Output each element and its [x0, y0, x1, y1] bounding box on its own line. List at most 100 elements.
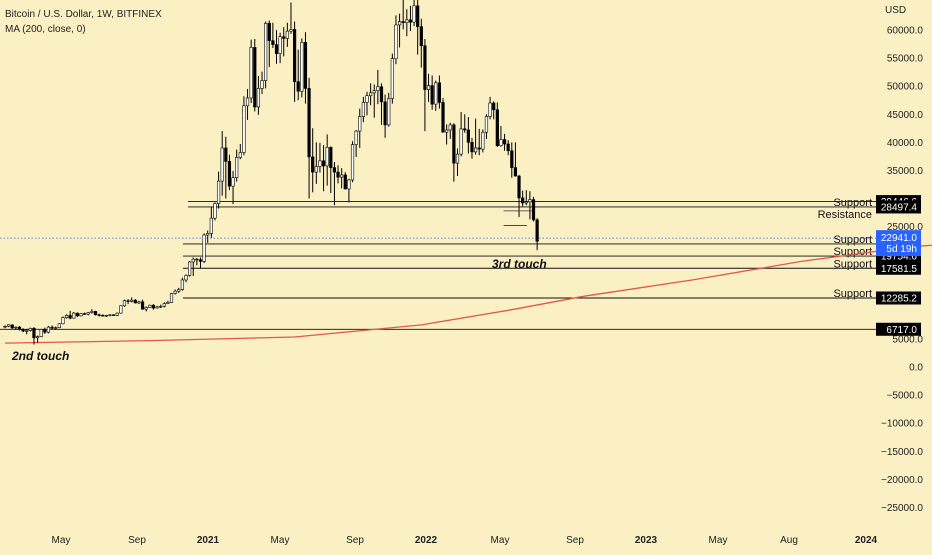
candle-body — [112, 314, 116, 316]
y-tick-label: 60000.0 — [887, 26, 924, 37]
candle-body — [448, 124, 452, 131]
y-tick-label: 55000.0 — [887, 54, 924, 65]
candle-body — [238, 152, 242, 158]
candle-body — [155, 306, 159, 309]
last-price-tag: 22941.05d 19h — [876, 230, 921, 257]
candle-body — [50, 326, 54, 329]
x-tick-label: Sep — [128, 535, 146, 546]
candle-body — [274, 44, 279, 54]
candle-body — [46, 326, 51, 333]
candle-body — [445, 129, 449, 133]
candle-body — [90, 311, 94, 313]
candle-body — [14, 326, 18, 329]
candle-body — [430, 85, 434, 105]
candle-body — [115, 312, 119, 316]
candle-body — [535, 219, 539, 242]
candle-body — [408, 19, 413, 23]
candle-body — [97, 314, 101, 316]
price-tag-6717.0: 6717.0 — [876, 322, 921, 336]
drawn-box — [503, 210, 533, 226]
x-tick-label: 2023 — [635, 535, 658, 546]
y-tick-label: 45000.0 — [887, 110, 924, 121]
candle-body — [521, 197, 525, 204]
candle-body — [379, 86, 384, 103]
x-tick-label: May — [52, 535, 71, 546]
x-tick-label: 2024 — [855, 535, 878, 546]
candle-body — [86, 312, 90, 315]
candle-body — [72, 312, 76, 319]
level-label: Support — [833, 288, 872, 300]
candle-body — [488, 102, 492, 117]
candle-body — [21, 329, 25, 332]
candle-body — [68, 315, 72, 319]
candle-body — [387, 98, 391, 126]
candle-body — [198, 259, 203, 262]
indicator-label: MA (200, close, 0) — [5, 24, 86, 35]
candle-body — [314, 166, 318, 173]
resistance-label: Resistance — [818, 209, 872, 221]
candle-body — [227, 161, 232, 187]
candle-body — [104, 315, 108, 317]
candle-body — [148, 304, 152, 308]
candle-body — [383, 101, 387, 126]
candle-body — [300, 42, 304, 92]
candle-body — [463, 128, 467, 131]
candle-body — [137, 301, 141, 304]
candle-body — [531, 199, 536, 221]
candle-body — [79, 313, 83, 317]
candle-body — [477, 147, 481, 150]
candle-body — [285, 30, 289, 39]
candle-body — [162, 303, 166, 307]
x-tick-label: Aug — [780, 535, 798, 546]
price-tag-box — [876, 261, 921, 275]
candle-body — [354, 130, 358, 145]
candle-body — [10, 324, 14, 329]
candle-body — [473, 147, 478, 153]
y-tick-label: 0.0 — [909, 363, 923, 374]
candle-body — [35, 336, 40, 339]
candle-body — [3, 325, 7, 328]
candle-body — [372, 90, 376, 94]
candle-body — [191, 258, 195, 263]
candle-body — [130, 299, 134, 302]
y-tick-label: −5000.0 — [887, 391, 924, 402]
candle-body — [278, 36, 282, 54]
candle-body — [43, 329, 47, 333]
candle-body — [528, 199, 532, 203]
candle-body — [83, 313, 87, 315]
candle-body — [470, 142, 474, 153]
candle-body — [101, 315, 105, 317]
candle-body — [459, 128, 463, 155]
y-tick-label: 40000.0 — [887, 138, 924, 149]
candle-body — [64, 315, 69, 318]
candle-body — [57, 323, 61, 328]
candle-body — [7, 324, 11, 327]
y-tick-label: 50000.0 — [887, 82, 924, 93]
candle-body — [394, 24, 398, 59]
candle-body — [282, 36, 286, 39]
candle-body — [292, 29, 297, 82]
x-tick-label: Sep — [346, 535, 364, 546]
candle-body — [296, 81, 300, 92]
candle-body — [188, 261, 192, 276]
candle-body — [235, 157, 239, 179]
candle-body — [502, 139, 507, 145]
last-price-countdown: 5d 19h — [886, 244, 917, 255]
candle-body — [242, 105, 246, 153]
candle-body — [376, 86, 380, 91]
candle-body — [434, 82, 438, 105]
candles-group — [3, 0, 539, 345]
candle-body — [405, 19, 409, 23]
candle-body — [412, 5, 416, 23]
candle-body — [108, 314, 112, 316]
candle-body — [39, 329, 43, 337]
last-price-text: 22941.0 — [881, 233, 918, 244]
level-label: Support — [833, 258, 872, 270]
candle-body — [206, 233, 210, 236]
candle-body — [28, 327, 32, 331]
candle-body — [452, 124, 456, 164]
candle-body — [253, 47, 257, 108]
candle-body — [260, 80, 264, 89]
